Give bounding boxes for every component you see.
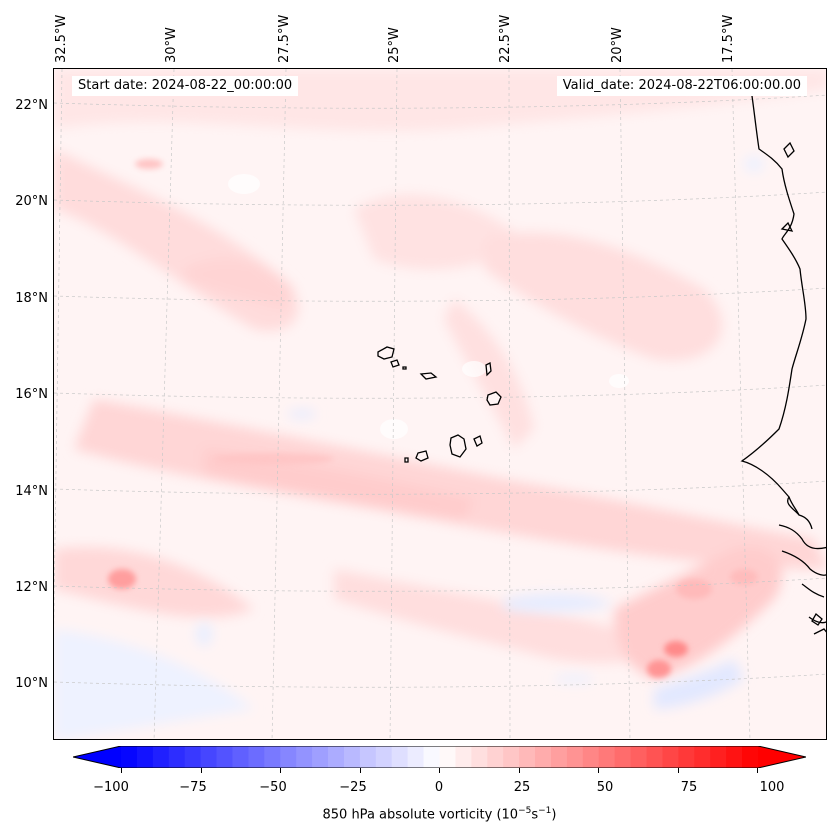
map-canvas (54, 69, 826, 739)
white-patches (228, 174, 629, 439)
colorbar-segment (503, 746, 520, 768)
colorbar-segment (662, 746, 679, 768)
colorbar-segment (375, 746, 393, 768)
colorbar-segment (471, 746, 488, 768)
colorbar-segment (232, 746, 249, 768)
colorbar-segment (614, 746, 632, 768)
colorbar-segment (694, 746, 711, 768)
gridlines (54, 69, 826, 739)
colorbar-segment (678, 746, 695, 768)
colorbar-segment (566, 746, 584, 768)
lon-label-30w: 30°W (164, 27, 179, 63)
lon-label-20w: 20°W (610, 27, 625, 63)
lat-label-20n: 20°N (15, 194, 48, 209)
colorbar-segment (216, 746, 233, 768)
lon-label-17-5w: 17.5°W (721, 14, 736, 63)
colorbar-segment (296, 746, 313, 768)
colorbar-segment (630, 746, 648, 768)
colorbar-segment (152, 746, 170, 768)
colorbar-segment (136, 746, 154, 768)
colorbar-extend-min (73, 746, 121, 768)
lat-label-10n: 10°N (15, 676, 48, 691)
valid-date-text: Valid_date: 2024-08-22T06:00:00.00 (562, 78, 801, 93)
colorbar-segment (407, 746, 425, 768)
colorbar-segment (535, 746, 552, 768)
colorbar-segment (312, 746, 329, 768)
lat-label-12n: 12°N (15, 580, 48, 595)
start-date-label: Start date: 2024-08-22_00:00:00 (72, 76, 299, 96)
colorbar-tick-label: 25 (513, 780, 531, 795)
colorbar-segment (200, 746, 218, 768)
colorbar-segment (121, 746, 138, 768)
colorbar-tick-label: −25 (339, 780, 367, 795)
colorbar-segment (742, 746, 759, 768)
colorbar-extend-max (758, 746, 806, 768)
colorbar-segment (359, 746, 377, 768)
colorbar-segment (248, 746, 265, 768)
colorbar-segment (646, 746, 663, 768)
negative-vorticity-field (54, 156, 764, 739)
colorbar-tickmark (280, 768, 281, 773)
colorbar-tick-label: 100 (759, 780, 785, 795)
colorbar-segment (487, 746, 504, 768)
colorbar-tick-label: −75 (179, 780, 207, 795)
colorbar-segment (710, 746, 727, 768)
colorbar-segment (598, 746, 616, 768)
colorbar-tickmark (439, 768, 440, 773)
colorbar-segment (519, 746, 536, 768)
colorbar-tickmark (121, 768, 122, 773)
lon-label-27-5w: 27.5°W (277, 14, 292, 63)
colorbar-segment (328, 746, 345, 768)
colorbar-tickmark (678, 768, 679, 773)
lat-label-22n: 22°N (15, 98, 48, 113)
coastline (740, 88, 826, 635)
colorbar-tickmark (201, 768, 202, 773)
colorbar-tick-label: −100 (93, 780, 129, 795)
lat-label-14n: 14°N (15, 484, 48, 499)
lat-label-18n: 18°N (15, 291, 48, 306)
colorbar-segment (439, 746, 456, 768)
colorbar-segment (582, 746, 600, 768)
valid-date-label: Valid_date: 2024-08-22T06:00:00.00 (556, 76, 807, 96)
colorbar-label: 850 hPa absolute vorticity (10−5s−1) (322, 806, 557, 823)
colorbar (73, 746, 806, 768)
start-date-text: Start date: 2024-08-22_00:00:00 (78, 78, 293, 93)
colorbar-segment (343, 746, 361, 768)
colorbar-segment (726, 746, 743, 768)
colorbar-tickmark (360, 768, 361, 773)
colorbar-segment (455, 746, 472, 768)
vorticity-map[interactable] (53, 68, 827, 740)
colorbar-tick-label: 75 (680, 780, 698, 795)
colorbar-segment (391, 746, 409, 768)
vorticity-field-strong (108, 159, 758, 678)
colorbar-segment (423, 746, 440, 768)
colorbar-segment (168, 746, 186, 768)
colorbar-segment (184, 746, 202, 768)
colorbar-tickmark (598, 768, 599, 773)
colorbar-tick-label: 0 (434, 780, 444, 795)
colorbar-segment (550, 746, 568, 768)
cape-verde-islands (377, 346, 502, 463)
colorbar-tickmark (757, 768, 758, 773)
colorbar-tickmark (519, 768, 520, 773)
colorbar-segments (73, 746, 806, 768)
lon-label-22-5w: 22.5°W (498, 14, 513, 63)
colorbar-tick-label: −50 (259, 780, 287, 795)
colorbar-tick-label: 50 (596, 780, 614, 795)
colorbar-segment (280, 746, 297, 768)
lat-label-16n: 16°N (15, 387, 48, 402)
lon-label-32-5w: 32.5°W (54, 14, 69, 63)
colorbar-segment (264, 746, 281, 768)
lon-label-25w: 25°W (387, 27, 402, 63)
